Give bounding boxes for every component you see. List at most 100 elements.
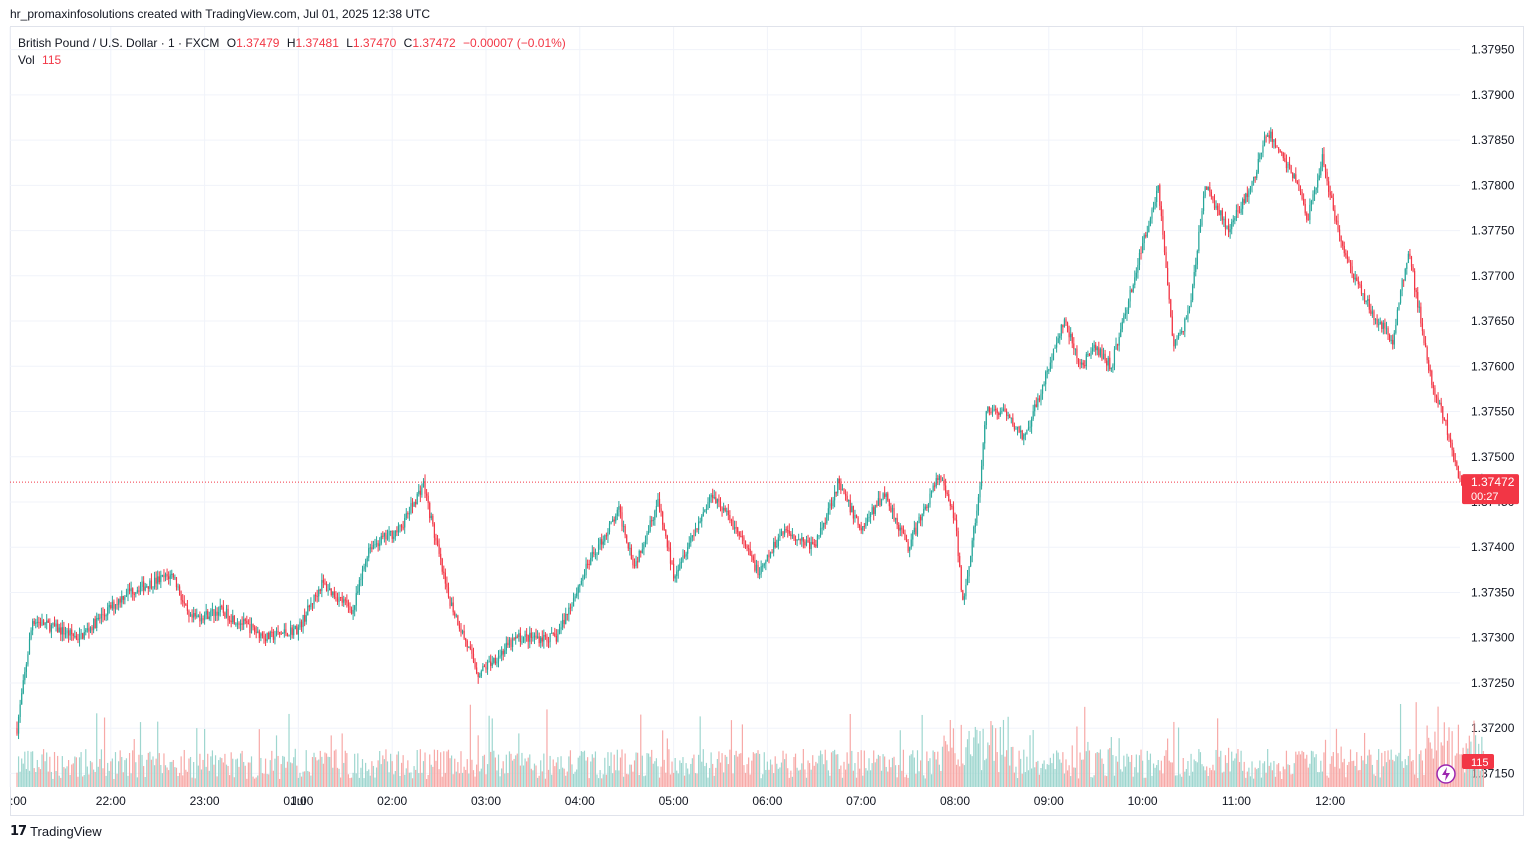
volume-bar	[1334, 766, 1336, 787]
volume-bar	[1434, 731, 1436, 787]
candle-body	[1378, 324, 1380, 326]
volume-bar	[77, 776, 79, 787]
candle-body	[671, 563, 673, 565]
candle-body	[19, 704, 21, 717]
volume-bar	[893, 756, 895, 787]
candle-body	[1367, 299, 1369, 301]
candle-body	[1057, 338, 1059, 343]
candle-body	[1459, 478, 1461, 480]
candle-body	[1223, 218, 1225, 221]
candle-body	[194, 613, 196, 617]
candle-body	[1115, 344, 1117, 350]
candle-body	[1317, 180, 1319, 188]
candle-body	[493, 658, 495, 663]
volume-bar	[571, 764, 573, 787]
volume-bar	[1265, 772, 1267, 787]
volume-bar	[379, 751, 381, 787]
candle-body	[843, 488, 845, 495]
volume-bar	[732, 773, 734, 787]
candle-body	[1029, 426, 1031, 428]
candle-body	[53, 623, 56, 627]
volume-bar	[962, 763, 964, 787]
candle-body	[526, 634, 528, 636]
candle-body	[1185, 318, 1187, 320]
candle-body	[1002, 408, 1005, 412]
candle-body	[1446, 420, 1449, 435]
symbol-title[interactable]: British Pound / U.S. Dollar · 1 · FXCM	[18, 36, 220, 50]
volume-bar	[121, 756, 123, 787]
volume-bar	[1101, 758, 1103, 787]
volume-bar	[590, 761, 592, 787]
volume-bar	[982, 728, 984, 787]
volume-bar	[574, 771, 576, 787]
candle-body	[349, 606, 351, 610]
candle-body	[327, 590, 329, 592]
candle-body	[127, 588, 129, 596]
volume-bar	[144, 777, 146, 787]
candle-body	[1304, 204, 1306, 214]
volume-label[interactable]: Vol	[18, 53, 35, 67]
candle-body	[1188, 307, 1191, 311]
candle-body	[314, 594, 317, 597]
candle-body	[272, 631, 274, 640]
candle-body	[685, 553, 687, 557]
volume-bar	[466, 759, 468, 787]
candle-body	[261, 633, 264, 636]
candle-body	[1303, 198, 1305, 205]
candle-body	[1052, 348, 1055, 361]
candle-body	[1023, 434, 1025, 440]
volume-bar	[405, 768, 407, 787]
candle-body	[432, 515, 434, 525]
volume-bar	[1301, 750, 1303, 787]
candle-body	[444, 572, 446, 584]
candle-body	[460, 628, 462, 633]
volume-bar	[673, 772, 675, 787]
candle-body	[225, 608, 228, 618]
candle-body	[507, 642, 509, 646]
volume-bar	[802, 749, 804, 787]
candle-body	[1385, 328, 1388, 330]
volume-bar	[1171, 762, 1173, 787]
volume-bar	[658, 777, 661, 787]
volume-bar	[591, 754, 593, 787]
candle-body	[758, 573, 761, 576]
candle-body	[1126, 309, 1128, 314]
volume-bar	[138, 754, 140, 787]
volume-bar	[601, 778, 603, 787]
tradingview-logo[interactable]: 17 TradingView	[10, 824, 102, 839]
volume-bar	[1179, 774, 1181, 787]
volume-bar	[577, 757, 579, 787]
volume-bar	[1287, 764, 1289, 787]
candle-body	[425, 493, 428, 496]
volume-bar	[321, 756, 323, 787]
volume-bar	[1182, 758, 1184, 787]
candle-body	[646, 533, 648, 541]
volume-bar	[377, 760, 379, 787]
candle-body	[1240, 208, 1242, 213]
candle-body	[1196, 250, 1198, 265]
volume-bar	[1049, 757, 1051, 787]
candle-body	[264, 638, 267, 642]
volume-bar	[560, 756, 562, 787]
volume-bar	[1395, 754, 1397, 787]
candle-body	[451, 602, 453, 606]
candle-body	[920, 516, 922, 521]
volume-bar	[1457, 724, 1459, 787]
volume-bar	[597, 778, 600, 787]
candle-body	[882, 493, 884, 500]
volume-bar	[232, 758, 234, 787]
volume-bar	[518, 733, 520, 787]
volume-bar	[965, 747, 967, 787]
candle-body	[1137, 265, 1139, 273]
volume-bar	[483, 754, 486, 787]
candle-body	[130, 588, 132, 592]
volume-bar	[1240, 750, 1242, 787]
volume-bar	[579, 755, 581, 787]
volume-bar	[1026, 756, 1028, 787]
volume-bar	[1435, 750, 1438, 787]
volume-bar	[461, 772, 464, 787]
candle-body	[505, 642, 507, 651]
candle-body	[702, 512, 704, 517]
volume-bar	[751, 760, 753, 787]
